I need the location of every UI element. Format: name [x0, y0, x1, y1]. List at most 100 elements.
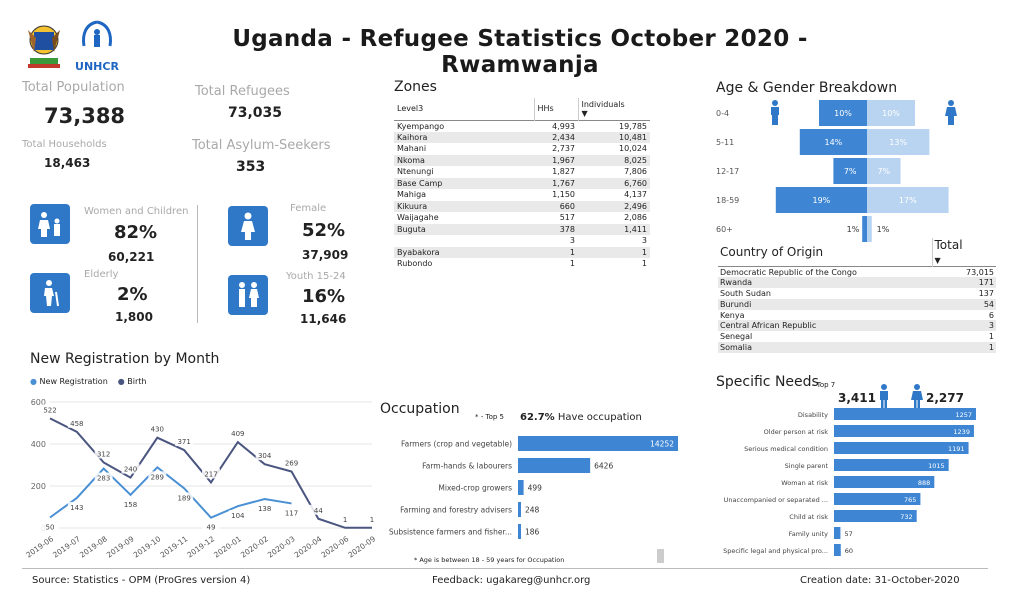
female-label: Female: [290, 203, 327, 214]
origin-row[interactable]: Senegal 1: [718, 331, 996, 342]
bar-value-label: 1191: [948, 445, 965, 453]
data-label-bg: [41, 404, 59, 415]
zone-row[interactable]: Kaihora 2,434 10,481: [394, 131, 650, 143]
origin-cell: Democratic Republic of the Congo: [720, 267, 857, 277]
male-bar: [862, 216, 867, 242]
male-icon: [878, 384, 890, 412]
bar[interactable]: [518, 524, 521, 539]
data-label-bg: [202, 521, 220, 532]
bar[interactable]: [518, 458, 591, 473]
female-bar: [867, 187, 949, 213]
age-gender-chart: 0-4 10% 10% 5-11 14% 13% 12-17 7% 7% 18-59 19% 17% 6…: [716, 100, 957, 242]
data-label-bg: [228, 428, 247, 439]
male-age-icon: [771, 100, 779, 125]
origin-row[interactable]: Rwanda 171: [718, 277, 996, 289]
origin-cell: Central African Republic: [718, 320, 932, 332]
zone-row[interactable]: Buguta 378 1,411: [394, 223, 650, 235]
bar[interactable]: [834, 527, 841, 539]
data-label-bg: [121, 463, 140, 474]
female-bar: [867, 100, 915, 126]
zone-cell: 3: [641, 236, 647, 246]
zone-row[interactable]: Mahiga 1,150 4,137: [394, 189, 650, 201]
bar[interactable]: [834, 510, 917, 522]
zones-col-level[interactable]: Level3: [394, 98, 535, 120]
data-label-bg: [175, 436, 194, 447]
zone-cell: 2,737: [552, 144, 575, 154]
bar[interactable]: [518, 436, 678, 451]
bar[interactable]: [518, 480, 524, 495]
youth-pct: 16%: [302, 286, 346, 307]
data-label-bg: [148, 423, 167, 434]
data-label: 458: [70, 420, 83, 428]
total-refugees-label: Total Refugees: [195, 84, 290, 99]
zones-col-hhs[interactable]: HHs: [534, 98, 579, 120]
bar-value-label: 1257: [955, 411, 972, 419]
zone-cell: Kyempango: [397, 121, 445, 131]
origin-col-total[interactable]: Total ▼: [934, 238, 963, 265]
origin-cell: 54: [932, 298, 996, 310]
total-asylum-value: 353: [236, 159, 266, 175]
bar[interactable]: [518, 502, 521, 517]
origin-row[interactable]: Kenya 6: [718, 310, 996, 321]
origin-col-country[interactable]: Country of Origin: [718, 238, 933, 267]
x-tick-label: 2020-01: [212, 534, 243, 559]
data-label-bg: [121, 498, 140, 509]
bar[interactable]: [834, 425, 974, 437]
female-bar: [867, 158, 901, 184]
women-children-icon: [30, 204, 70, 244]
zone-row[interactable]: Ntenungi 1,827 7,806: [394, 166, 650, 178]
data-label: 289: [151, 473, 164, 481]
zone-row[interactable]: Rubondo 1 1: [394, 258, 650, 270]
origin-row[interactable]: Burundi 54: [718, 298, 996, 310]
zone-cell: Buguta: [394, 223, 534, 235]
uganda-coat-of-arms-logo: [20, 18, 68, 70]
bar[interactable]: [834, 459, 949, 471]
data-label: 304: [258, 452, 272, 460]
origin-row[interactable]: Central African Republic 3: [718, 320, 996, 332]
male-pct-label: 1%: [847, 225, 860, 234]
origin-row[interactable]: Somalia 1: [718, 342, 996, 353]
zone-cell: 1,967: [534, 154, 578, 166]
needs-title: Specific Needs: [716, 374, 819, 390]
zone-row[interactable]: Nkoma 1,967 8,025: [394, 154, 650, 166]
data-label-bg: [363, 513, 381, 524]
data-label: 104: [231, 512, 245, 520]
y-tick-label: 600: [31, 398, 46, 407]
data-label: 240: [124, 466, 137, 474]
x-tick-label: 2020-06: [319, 534, 350, 559]
zone-row[interactable]: Waijagahe 517 2,086: [394, 212, 650, 224]
zone-cell: 2,496: [578, 200, 650, 212]
origin-row[interactable]: Democratic Republic of the Congo 73,015: [718, 267, 996, 278]
zones-col-individuals[interactable]: Individuals ▼: [581, 99, 625, 118]
zone-row[interactable]: Kyempango 4,993 19,785: [394, 120, 650, 132]
women-children-pct: 82%: [114, 222, 158, 243]
zone-cell: Waijagahe: [397, 213, 439, 223]
legend-new-registration[interactable]: ● New Registration: [30, 377, 108, 386]
data-label: 1: [370, 516, 374, 524]
needs-subtitle: - Top 7: [812, 381, 836, 389]
elderly-pct: 2%: [117, 284, 148, 305]
zone-row[interactable]: Kikuura 660 2,496: [394, 200, 650, 212]
bar[interactable]: [834, 493, 921, 505]
origin-cell: South Sudan: [720, 288, 771, 298]
data-label: 312: [97, 450, 110, 458]
bar[interactable]: [834, 442, 969, 454]
zone-row[interactable]: Base Camp 1,767 6,760: [394, 177, 650, 189]
bar[interactable]: [834, 544, 841, 556]
footer-creation: Creation date: 31-October-2020: [800, 575, 960, 586]
male-bar: [799, 129, 867, 155]
zone-cell: Mahani: [397, 144, 427, 154]
origin-row[interactable]: South Sudan 137: [718, 288, 996, 299]
x-tick-label: 2020-09: [346, 534, 377, 559]
data-label: 522: [43, 406, 56, 414]
scrollbar[interactable]: [657, 549, 664, 563]
needs-male-count: 3,411: [838, 391, 876, 405]
data-label-bg: [228, 510, 247, 521]
zone-row[interactable]: Mahani 2,737 10,024: [394, 143, 650, 155]
bar[interactable]: [834, 408, 976, 420]
zone-row[interactable]: Byabakora 1 1: [394, 246, 650, 258]
bar[interactable]: [834, 476, 935, 488]
female-pct-label: 10%: [882, 109, 900, 118]
legend-birth[interactable]: ● Birth: [117, 377, 147, 386]
